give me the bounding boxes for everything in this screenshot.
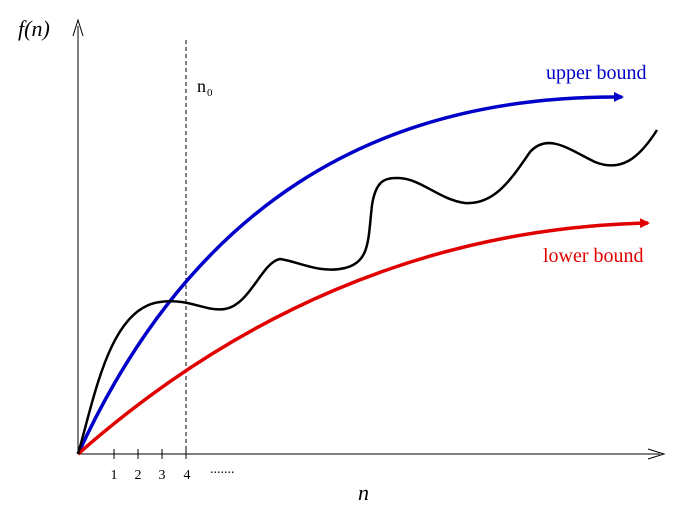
x-tick-label-3: 3 xyxy=(159,468,166,483)
y-axis-arrowhead xyxy=(72,18,84,37)
n0-label-subscript: 0 xyxy=(207,87,213,99)
function-curve xyxy=(76,129,659,455)
x-tick-label-2: 2 xyxy=(135,468,142,483)
n0-label-main: n xyxy=(197,76,206,96)
y-axis-label: f(n) xyxy=(18,16,50,41)
lower-bound-label: lower bound xyxy=(543,245,644,267)
x-axis-label: n xyxy=(358,480,369,505)
upper-bound-label: upper bound xyxy=(546,62,647,84)
x-axis-arrowhead xyxy=(647,448,666,460)
x-tick-label-1: 1 xyxy=(111,468,118,483)
n0-label: n0 xyxy=(197,76,213,99)
upper-bound-curve xyxy=(76,91,624,455)
x-tick-label-4: 4 xyxy=(184,468,191,483)
lower-bound-curve xyxy=(76,218,650,456)
x-tick-continuation: ....... xyxy=(210,462,235,477)
